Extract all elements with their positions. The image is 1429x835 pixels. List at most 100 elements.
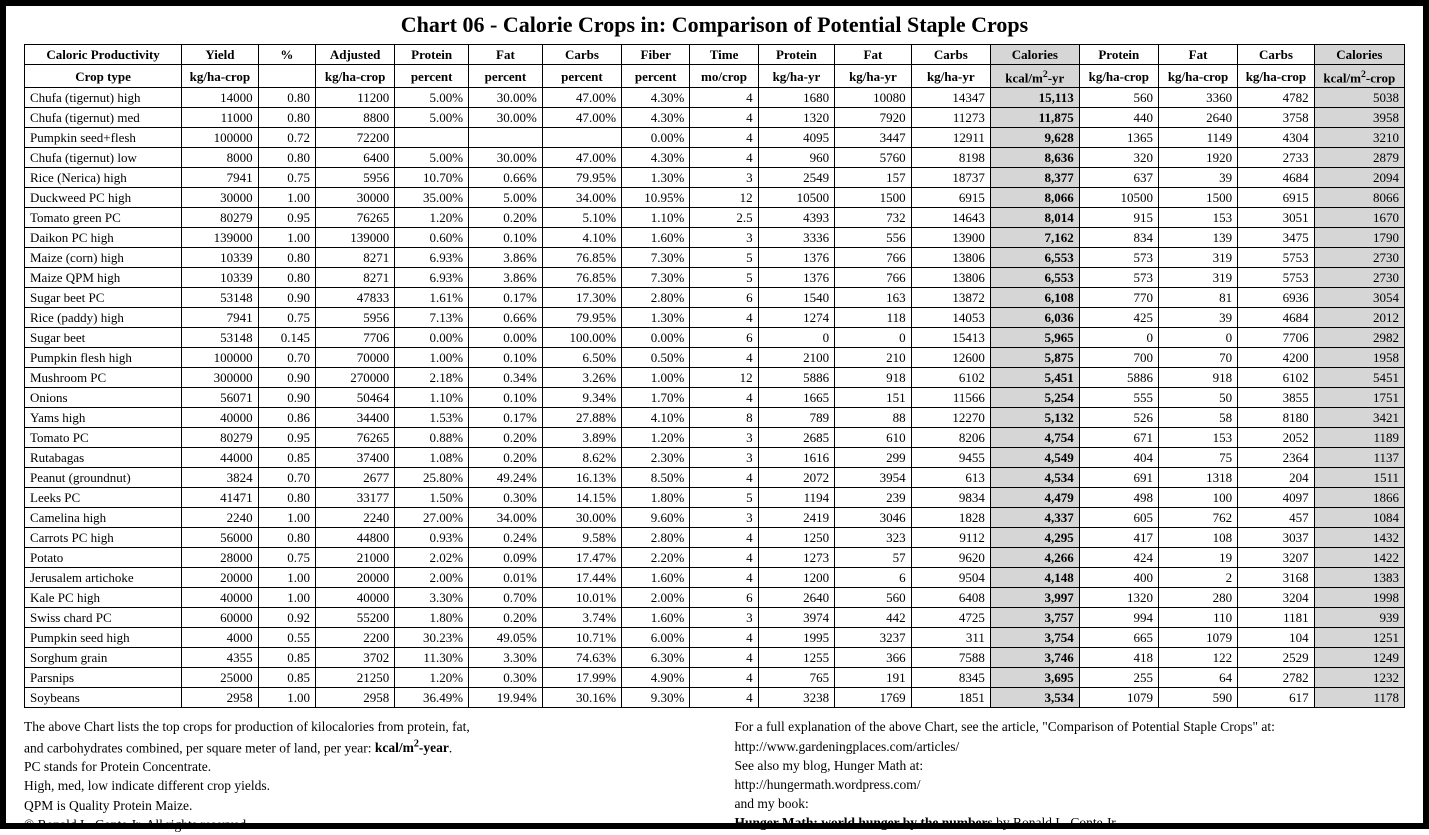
value-cell: 44800 [316, 528, 395, 548]
value-cell: 3974 [758, 608, 835, 628]
value-cell: 4684 [1238, 168, 1315, 188]
value-cell: 5956 [316, 168, 395, 188]
value-cell: 2529 [1238, 648, 1315, 668]
value-cell: 2.00% [622, 588, 690, 608]
value-cell: 5.00% [395, 88, 469, 108]
col-unit-header: kcal/m2-yr [990, 65, 1079, 88]
value-cell: 11566 [911, 388, 990, 408]
value-cell: 1200 [758, 568, 835, 588]
value-cell: 3 [690, 168, 758, 188]
value-cell: 2.30% [622, 448, 690, 468]
value-cell: 4304 [1238, 128, 1315, 148]
value-cell: 79.95% [542, 168, 621, 188]
crop-name-cell: Pumpkin flesh high [25, 348, 182, 368]
value-cell: 1.00 [258, 228, 315, 248]
value-cell: 0.95 [258, 208, 315, 228]
table-body: Chufa (tigernut) high140000.80112005.00%… [25, 88, 1405, 708]
col-unit-header: kg/ha-crop [1158, 65, 1237, 88]
table-row: Daikon PC high1390001.001390000.60%0.10%… [25, 228, 1405, 248]
value-cell: 1.00 [258, 588, 315, 608]
value-cell: 7941 [182, 168, 259, 188]
footer-line: and carbohydrates combined, per square m… [24, 738, 695, 758]
value-cell: 50464 [316, 388, 395, 408]
value-cell: 2.80% [622, 528, 690, 548]
value-cell: 498 [1079, 488, 1158, 508]
value-cell: 5760 [835, 148, 912, 168]
col-unit-header: kg/ha-crop [182, 65, 259, 88]
value-cell: 151 [835, 388, 912, 408]
value-cell: 526 [1079, 408, 1158, 428]
value-cell: 1.70% [622, 388, 690, 408]
value-cell: 40000 [316, 588, 395, 608]
value-cell: 88 [835, 408, 912, 428]
value-cell: 700 [1079, 348, 1158, 368]
value-cell: 0.80 [258, 88, 315, 108]
value-cell: 5038 [1314, 88, 1404, 108]
value-cell: 3,534 [990, 688, 1079, 708]
value-cell: 0.20% [469, 428, 543, 448]
value-cell: 5.10% [542, 208, 621, 228]
table-row: Camelina high22401.00224027.00%34.00%30.… [25, 508, 1405, 528]
value-cell: 0.70 [258, 348, 315, 368]
value-cell: 1084 [1314, 508, 1404, 528]
col-unit-header: kcal/m2-crop [1314, 65, 1404, 88]
value-cell: 50 [1158, 388, 1237, 408]
value-cell: 0.145 [258, 328, 315, 348]
value-cell: 56000 [182, 528, 259, 548]
value-cell: 5,254 [990, 388, 1079, 408]
value-cell: 0.75 [258, 168, 315, 188]
value-cell: 617 [1238, 688, 1315, 708]
table-row: Maize QPM high103390.8082716.93%3.86%76.… [25, 268, 1405, 288]
value-cell: 6102 [911, 368, 990, 388]
value-cell: 2100 [758, 348, 835, 368]
value-cell: 0 [1079, 328, 1158, 348]
value-cell: 4.10% [542, 228, 621, 248]
value-cell: 4 [690, 528, 758, 548]
footer-line: © Ronald L. Conte Jr. All rights reserve… [24, 816, 695, 834]
value-cell: 14053 [911, 308, 990, 328]
value-cell: 14.15% [542, 488, 621, 508]
value-cell: 590 [1158, 688, 1237, 708]
value-cell: 2.5 [690, 208, 758, 228]
value-cell: 0.95 [258, 428, 315, 448]
value-cell: 4 [690, 108, 758, 128]
value-cell: 39 [1158, 168, 1237, 188]
value-cell: 5753 [1238, 268, 1315, 288]
value-cell: 1149 [1158, 128, 1237, 148]
value-cell [395, 128, 469, 148]
value-cell: 6,553 [990, 248, 1079, 268]
value-cell: 1181 [1238, 608, 1315, 628]
value-cell: 18737 [911, 168, 990, 188]
value-cell: 765 [758, 668, 835, 688]
value-cell: 11273 [911, 108, 990, 128]
value-cell: 10.71% [542, 628, 621, 648]
value-cell: 5.00% [395, 108, 469, 128]
crop-name-cell: Sugar beet [25, 328, 182, 348]
col-header: % [258, 45, 315, 65]
value-cell: 637 [1079, 168, 1158, 188]
value-cell: 8800 [316, 108, 395, 128]
value-cell: 100.00% [542, 328, 621, 348]
value-cell: 9504 [911, 568, 990, 588]
value-cell: 9.60% [622, 508, 690, 528]
value-cell: 0.86 [258, 408, 315, 428]
table-row: Pumpkin seed+flesh1000000.72722000.00%44… [25, 128, 1405, 148]
col-header: Fat [469, 45, 543, 65]
value-cell: 3336 [758, 228, 835, 248]
value-cell: 4 [690, 128, 758, 148]
value-cell: 4393 [758, 208, 835, 228]
value-cell: 27.00% [395, 508, 469, 528]
value-cell: 4 [690, 568, 758, 588]
value-cell: 4.90% [622, 668, 690, 688]
value-cell: 30000 [316, 188, 395, 208]
value-cell: 2.00% [395, 568, 469, 588]
footer-line: http://www.gardeningplaces.com/articles/ [735, 738, 1406, 756]
value-cell: 5,875 [990, 348, 1079, 368]
value-cell: 0.80 [258, 268, 315, 288]
value-cell: 80279 [182, 208, 259, 228]
value-cell: 1500 [1158, 188, 1237, 208]
value-cell: 33177 [316, 488, 395, 508]
value-cell: 100000 [182, 128, 259, 148]
table-row: Sugar beet531480.14577060.00%0.00%100.00… [25, 328, 1405, 348]
value-cell: 0 [1158, 328, 1237, 348]
